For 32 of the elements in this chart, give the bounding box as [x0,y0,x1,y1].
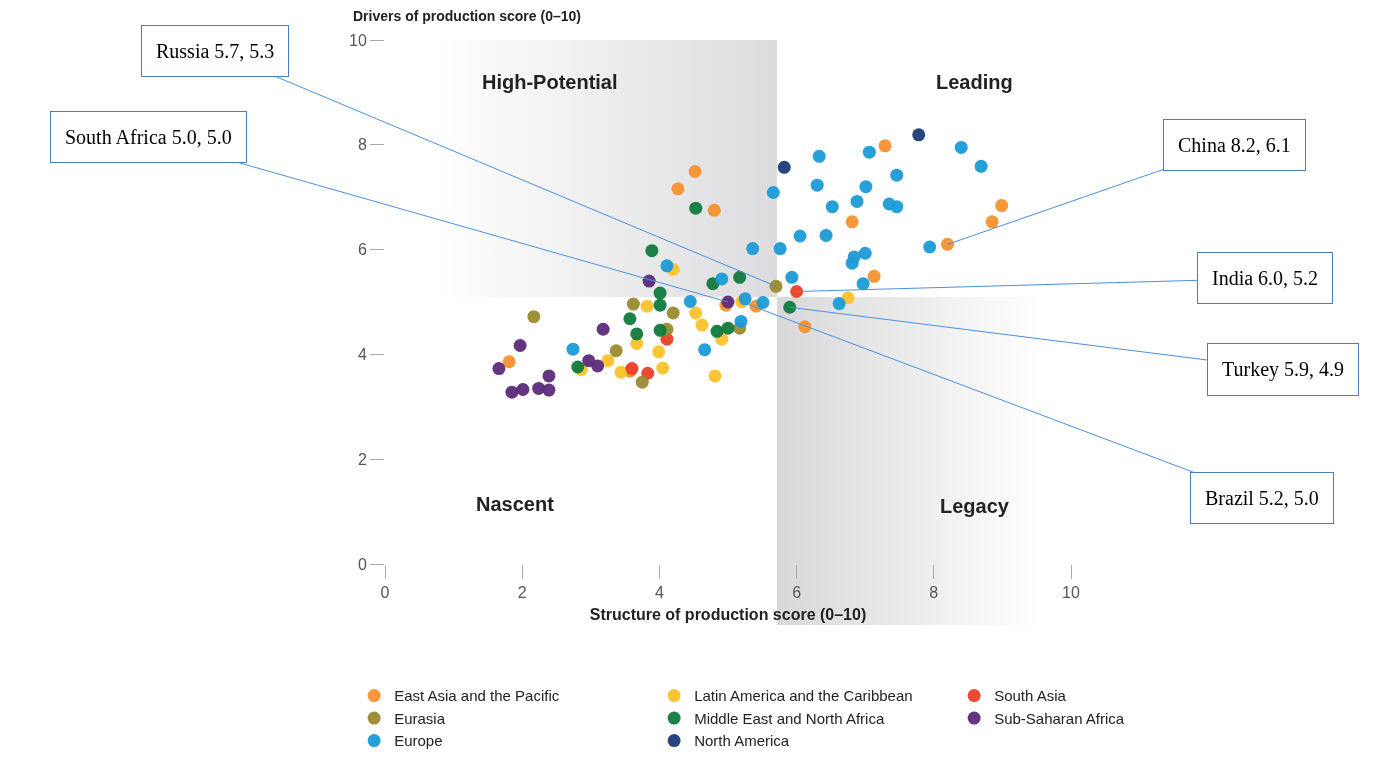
legend-label: East Asia and the Pacific [394,687,560,705]
legend-label: North America [694,732,790,750]
x-tick-label: 0 [380,584,390,602]
x-axis-title: Structure of production score (0–10) [589,605,867,623]
annotation: China 8.2, 6.1 [1178,134,1291,156]
legend-label: South Asia [994,687,1067,705]
y-tick-label: 10 [349,31,367,49]
x-tick-label: 10 [1062,584,1080,602]
y-axis-title: Drivers of production score (0–10) [353,8,581,24]
y-tick-label: 6 [357,241,367,259]
y-tick-label: 0 [357,555,367,573]
legend-label: Europe [394,732,443,750]
annotation: Leading [936,71,1013,93]
y-tick-label: 2 [357,450,367,468]
x-tick-label: 6 [792,584,802,602]
x-tick-label: 4 [654,584,664,602]
legend-label: Sub-Saharan Africa [994,709,1125,727]
annotation: Legacy [940,495,1010,517]
y-tick-label: 8 [357,136,367,154]
annotation: India 6.0, 5.2 [1212,267,1319,289]
legend-label: Middle East and North Africa [694,709,885,727]
annotation: South Africa 5.0, 5.0 [65,126,232,148]
annotation: Nascent [476,493,555,515]
annotation: High-Potential [482,71,618,93]
annotation: Turkey 5.9, 4.9 [1222,358,1345,381]
y-tick-label: 4 [357,346,367,363]
annotation: Brazil 5.2, 5.0 [1205,487,1319,509]
annotation: Russia 5.7, 5.3 [156,40,275,62]
legend-label: Latin America and the Caribbean [694,687,913,705]
legend-label: Eurasia [394,709,446,727]
x-tick-label: 8 [929,584,939,602]
x-tick-label: 2 [517,584,527,602]
